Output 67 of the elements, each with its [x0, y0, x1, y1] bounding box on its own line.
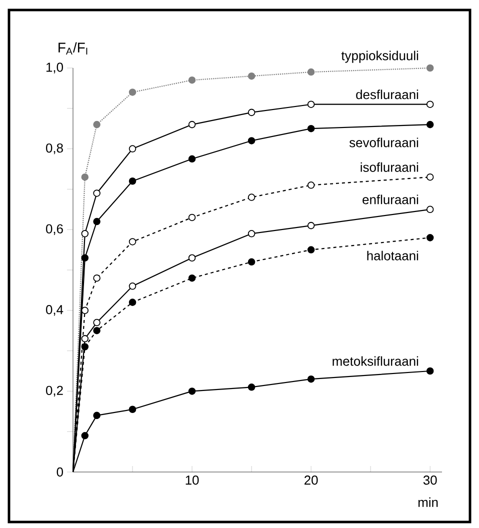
- series-label: halotaani: [367, 250, 418, 260]
- point: [426, 64, 434, 72]
- series-label: typpioksiduuli: [341, 50, 418, 63]
- point: [248, 258, 256, 266]
- point: [93, 190, 100, 197]
- point: [81, 343, 89, 350]
- point: [93, 326, 100, 334]
- point: [128, 145, 136, 152]
- point: [81, 230, 89, 238]
- y-tick-label: 0,4: [46, 305, 64, 316]
- point: [426, 367, 434, 375]
- point: [93, 274, 100, 282]
- point: [248, 194, 256, 201]
- point: [248, 72, 256, 80]
- point: [128, 282, 136, 290]
- point: [128, 298, 136, 306]
- x-tick-label: 30: [423, 476, 437, 485]
- point: [188, 274, 196, 282]
- point: [426, 120, 434, 128]
- point: [426, 173, 434, 181]
- point: [248, 137, 256, 144]
- point: [248, 230, 256, 238]
- point: [188, 155, 196, 163]
- point: [307, 222, 315, 230]
- y-tick-label: 0,2: [46, 386, 63, 397]
- y-axis-title: F$_{A}$/F$_{I}$: [58, 42, 88, 55]
- point: [307, 182, 315, 189]
- point: [248, 384, 256, 391]
- point: [81, 432, 89, 440]
- point: [188, 120, 196, 128]
- point: [81, 306, 89, 314]
- point: [426, 234, 434, 242]
- point: [307, 68, 315, 76]
- y-tick-label: 0,8: [46, 143, 63, 154]
- point: [307, 100, 315, 108]
- point: [188, 76, 196, 84]
- series-label: desfluraani: [356, 90, 418, 100]
- point: [188, 214, 196, 222]
- x-tick-label: 10: [186, 476, 199, 485]
- point: [93, 120, 100, 128]
- point: [307, 375, 315, 383]
- point: [81, 173, 89, 181]
- series-label: enfluraani: [362, 194, 418, 204]
- point: [307, 124, 315, 132]
- point: [93, 412, 100, 420]
- point: [188, 388, 196, 395]
- y-tick-label: 0: [56, 467, 64, 477]
- x-axis-title: min: [418, 497, 438, 507]
- point: [128, 238, 136, 246]
- series-label: isofluraani: [360, 162, 418, 172]
- point: [426, 100, 434, 108]
- point: [426, 206, 434, 214]
- series-label: metoksifluraani: [332, 356, 418, 366]
- x-tick-label: 20: [304, 476, 318, 485]
- point: [128, 406, 136, 414]
- y-tick-label: 1,0: [46, 62, 64, 74]
- point: [248, 108, 256, 116]
- point: [81, 335, 89, 342]
- point: [128, 177, 136, 185]
- point: [188, 254, 196, 262]
- point: [81, 254, 89, 262]
- point: [307, 246, 315, 254]
- point: [128, 88, 136, 96]
- series-label: sevofluraani: [349, 138, 418, 148]
- point: [93, 218, 100, 226]
- point: [93, 318, 100, 326]
- y-tick-label: 0,6: [46, 224, 63, 235]
